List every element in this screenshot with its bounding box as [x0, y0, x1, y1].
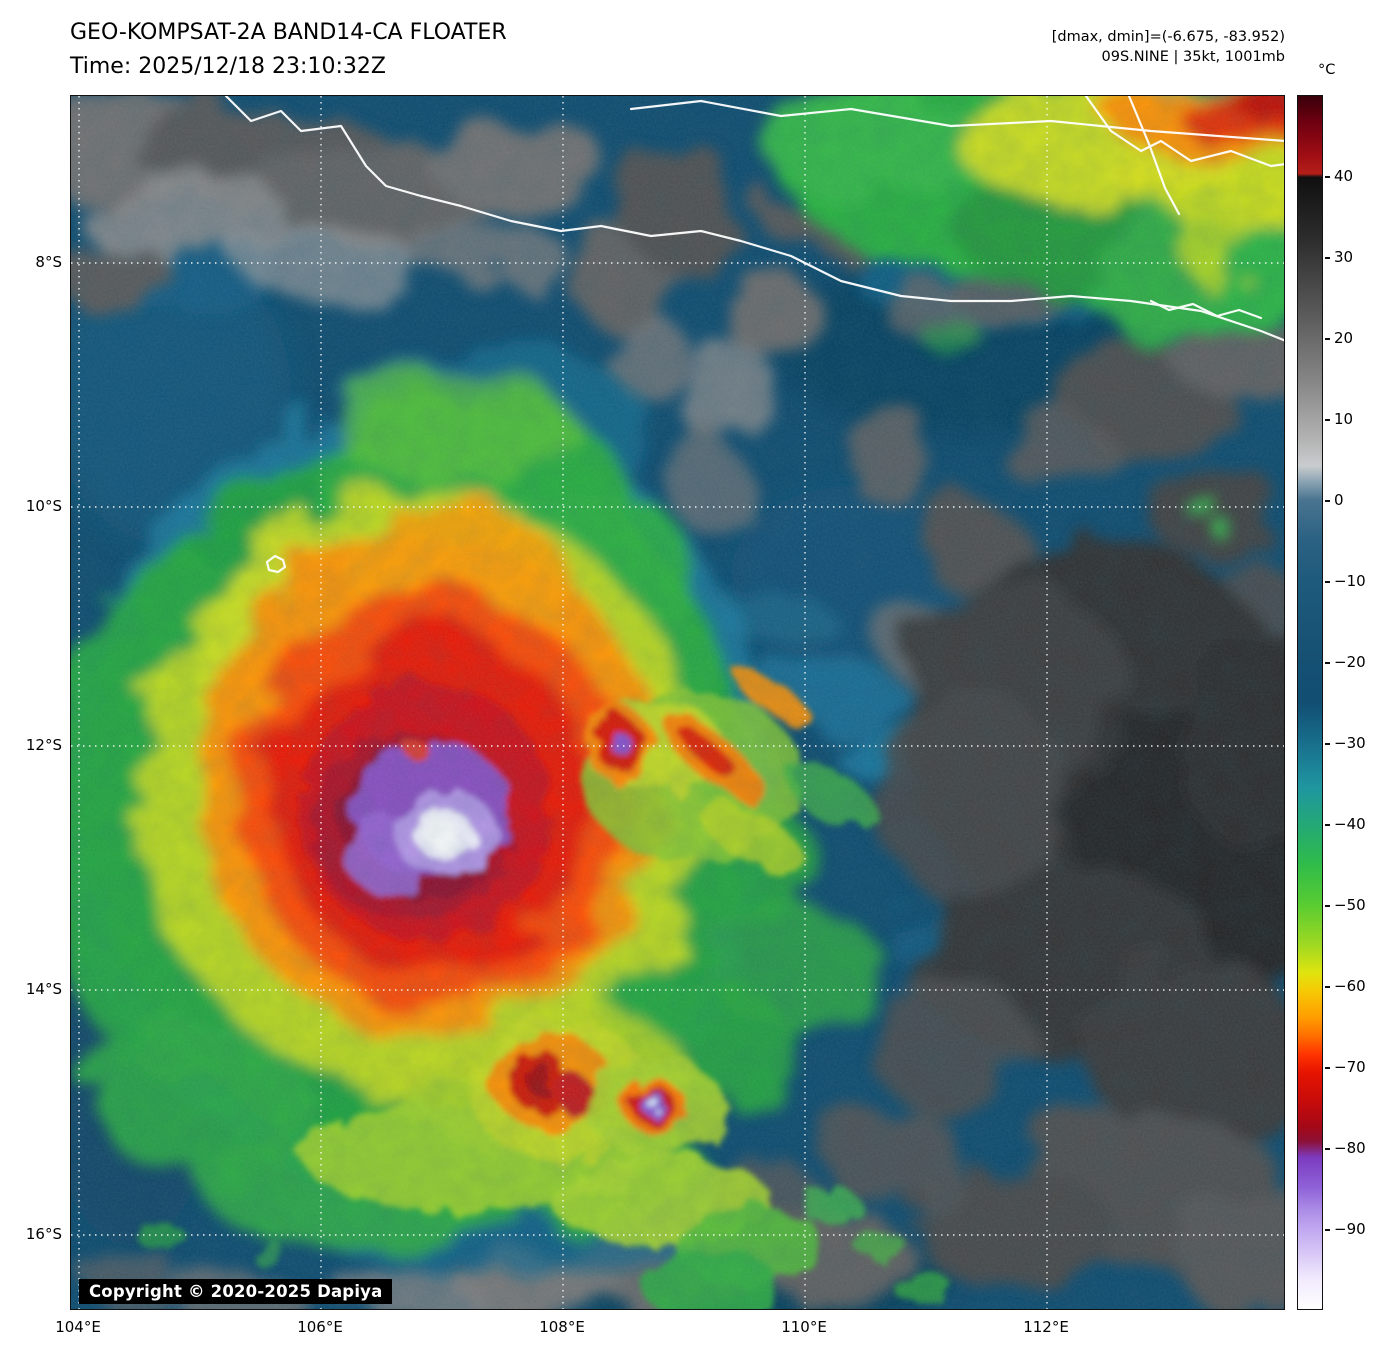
- colorbar-tick-label: −20: [1334, 653, 1366, 671]
- annotation-block: [dmax, dmin]=(-6.675, -83.952) 09S.NINE …: [0, 27, 1285, 67]
- colorbar-tick-label: −70: [1334, 1058, 1366, 1076]
- colorbar-tick: 10: [1325, 410, 1385, 428]
- colorbar: [1297, 95, 1323, 1310]
- colorbar-tick: −30: [1325, 734, 1385, 752]
- satellite-imagery: [71, 96, 1284, 1309]
- copyright-badge: Copyright © 2020-2025 Dapiya: [79, 1279, 393, 1304]
- colorbar-tick: −90: [1325, 1220, 1385, 1238]
- coastline-java-south: [224, 96, 1284, 342]
- coastline-java-north: [629, 99, 1284, 142]
- colorbar-tick: −70: [1325, 1058, 1385, 1076]
- timestamp: Time: 2025/12/18 23:10:32Z: [70, 54, 386, 79]
- tick-mark: [1325, 580, 1330, 583]
- colorbar-tick: 40: [1325, 167, 1385, 185]
- x-axis-label: 112°E: [1023, 1318, 1069, 1336]
- tick-mark: [1325, 823, 1330, 826]
- colorbar-tick-label: −10: [1334, 572, 1366, 590]
- x-axis-label: 110°E: [781, 1318, 827, 1336]
- tick-mark: [1325, 256, 1330, 259]
- coastline-islands: [1149, 299, 1263, 320]
- coastline-layer: [224, 96, 1284, 574]
- tick-mark: [1325, 337, 1330, 340]
- tick-mark: [1325, 985, 1330, 988]
- colorbar-tick-label: 0: [1334, 491, 1344, 509]
- colorbar-unit-label: °C: [1318, 62, 1336, 78]
- page-title: GEO-KOMPSAT-2A BAND14-CA FLOATER: [70, 20, 507, 45]
- storm-annotation: 09S.NINE | 35kt, 1001mb: [1101, 49, 1285, 65]
- colorbar-tick-label: 20: [1334, 329, 1354, 347]
- colorbar-tick: −20: [1325, 653, 1385, 671]
- colorbar-tick-label: −40: [1334, 815, 1366, 833]
- colorbar-tick-label: 30: [1334, 248, 1354, 266]
- colorbar-tick: 20: [1325, 329, 1385, 347]
- colorbar-tick: 0: [1325, 491, 1385, 509]
- tick-mark: [1325, 418, 1330, 421]
- tick-mark: [1325, 1147, 1330, 1150]
- colorbar-tick-label: −30: [1334, 734, 1366, 752]
- tick-mark: [1325, 1066, 1330, 1069]
- tick-mark: [1325, 742, 1330, 745]
- colorbar-tick-label: 40: [1334, 167, 1354, 185]
- grain-overlay: [71, 96, 1284, 1309]
- coastline-east-1: [1084, 96, 1284, 168]
- tick-mark: [1325, 661, 1330, 664]
- colorbar-tick: −60: [1325, 977, 1385, 995]
- y-axis-label: 16°S: [25, 1225, 62, 1243]
- y-axis-label: 10°S: [25, 497, 62, 515]
- tick-mark: [1325, 175, 1330, 178]
- range-annotation: [dmax, dmin]=(-6.675, -83.952): [1051, 29, 1285, 45]
- colorbar-tick-label: 10: [1334, 410, 1354, 428]
- colorbar-tick: −50: [1325, 896, 1385, 914]
- y-axis-label: 8°S: [35, 253, 62, 271]
- coastline-christmas-island: [265, 554, 287, 574]
- y-axis-label: 12°S: [25, 736, 62, 754]
- colorbar-tick: −40: [1325, 815, 1385, 833]
- coastline-east-2: [1127, 96, 1181, 216]
- y-axis-label: 14°S: [25, 980, 62, 998]
- x-axis-label: 104°E: [55, 1318, 101, 1336]
- gridline-layer: [71, 96, 1284, 1309]
- colorbar-tick: −10: [1325, 572, 1385, 590]
- tick-mark: [1325, 1228, 1330, 1231]
- colorbar-tick-label: −50: [1334, 896, 1366, 914]
- x-axis-label: 106°E: [297, 1318, 343, 1336]
- colorbar-tick-label: −60: [1334, 977, 1366, 995]
- x-axis-label: 108°E: [539, 1318, 585, 1336]
- colorbar-tick: −80: [1325, 1139, 1385, 1157]
- satellite-map: Copyright © 2020-2025 Dapiya: [70, 95, 1285, 1310]
- tick-mark: [1325, 904, 1330, 907]
- tick-mark: [1325, 499, 1330, 502]
- colorbar-tick: 30: [1325, 248, 1385, 266]
- colorbar-tick-label: −80: [1334, 1139, 1366, 1157]
- colorbar-tick-label: −90: [1334, 1220, 1366, 1238]
